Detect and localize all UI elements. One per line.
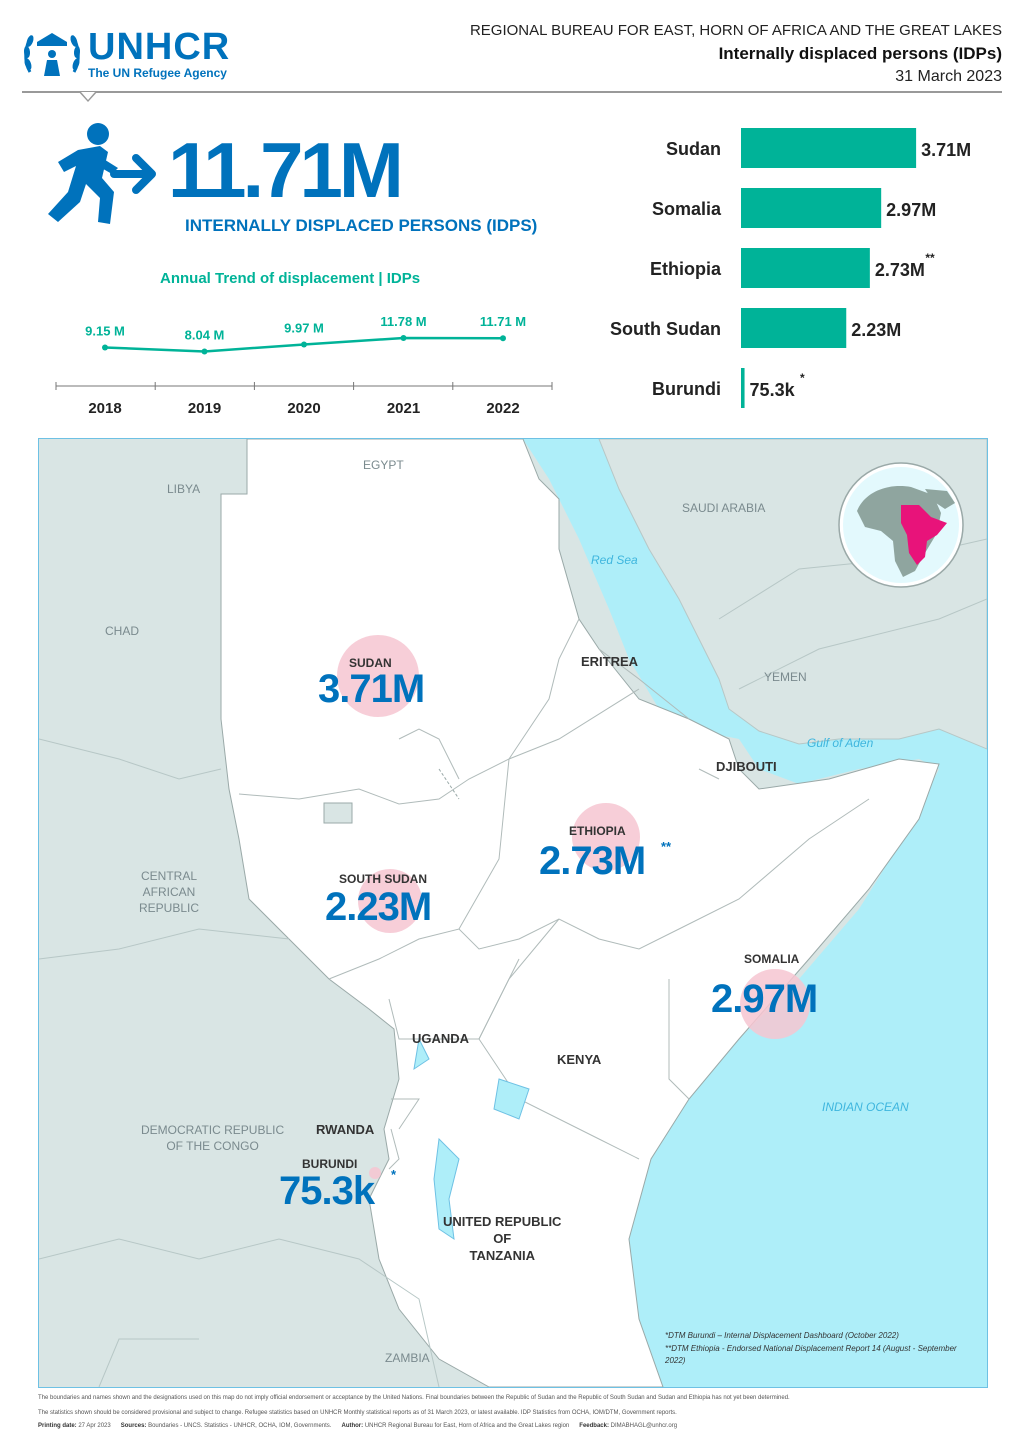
regional-map: LIBYA EGYPT SAUDI ARABIA CHAD YEMEN CENT…: [38, 438, 988, 1388]
bar-burundi: [741, 368, 745, 408]
trend-data-label-2018: 9.15 M: [85, 323, 125, 338]
bar-category-burundi: Burundi: [652, 379, 721, 399]
trend-point-2018: [102, 344, 108, 351]
bar-value-ethiopia: 2.73M: [875, 260, 925, 280]
bar-ethiopia: [741, 248, 870, 288]
author-label: Author:: [341, 1423, 364, 1429]
unhcr-emblem-icon: [23, 33, 81, 76]
label-rwanda: RWANDA: [316, 1122, 375, 1137]
sources: Boundaries - UNCS. Statistics - UNHCR, O…: [148, 1423, 332, 1429]
map-value-somalia: 2.97M: [711, 977, 818, 1021]
footer-credits: Printing date: 27 Apr 2023 Sources: Boun…: [38, 1422, 677, 1430]
label-egypt: EGYPT: [363, 458, 404, 472]
displaced-person-icon: [48, 123, 156, 224]
trend-data-label-2022: 11.71 M: [480, 314, 526, 329]
map-mark-ethiopia: **: [661, 839, 672, 854]
bubble-sudan: [337, 635, 419, 717]
bar-sudan: [741, 128, 917, 168]
map-value-sudan: 3.71M: [318, 667, 425, 711]
org-name: UNHCR: [88, 26, 231, 68]
label-red-sea: Red Sea: [591, 553, 638, 567]
printing-date-label: Printing date:: [38, 1423, 77, 1429]
label-drc: DEMOCRATIC REPUBLIC OF THE CONGO: [141, 1123, 285, 1153]
bubble-south-sudan: [358, 869, 422, 933]
bubble-burundi: [369, 1167, 381, 1179]
trend-x-label-2019: 2019: [188, 400, 221, 417]
statistics-note: The statistics shown should be considere…: [38, 1410, 677, 1416]
map-name-somalia: SOMALIA: [744, 952, 800, 966]
label-eritrea: ERITREA: [581, 654, 639, 669]
org-tagline: The UN Refugee Agency: [88, 66, 227, 80]
trend-point-2022: [500, 335, 506, 342]
report-date: 31 March 2023: [895, 68, 1002, 85]
label-libya: LIBYA: [167, 482, 201, 496]
author: UNHCR Regional Bureau for East, Horn of …: [364, 1423, 570, 1429]
bar-category-sudan: Sudan: [666, 139, 721, 159]
label-car: CENTRAL AFRICAN REPUBLIC: [139, 869, 200, 915]
map-name-burundi: BURUNDI: [302, 1157, 358, 1171]
map-mark-burundi: *: [391, 1167, 397, 1182]
trend-data-label-2020: 9.97 M: [284, 321, 324, 336]
bar-value-burundi: 75.3k: [750, 380, 796, 400]
bureau-name: REGIONAL BUREAU FOR EAST, HORN OF AFRICA…: [469, 22, 1002, 39]
footnote-burundi: *DTM Burundi – Internal Displacement Das…: [665, 1331, 899, 1340]
trend-data-label-2021: 11.78 M: [380, 314, 426, 329]
label-kenya: KENYA: [557, 1052, 602, 1067]
bar-mark-burundi: *: [800, 371, 805, 385]
trend-point-2020: [301, 341, 307, 348]
unhcr-logo: UNHCR The UN Refugee Agency: [22, 28, 230, 80]
trend-x-label-2022: 2022: [486, 400, 519, 417]
label-tanzania: UNITED REPUBLIC OF TANZANIA: [443, 1214, 562, 1263]
label-indian-ocean: INDIAN OCEAN: [822, 1100, 909, 1114]
total-idps-label: INTERNALLY DISPLACED PERSONS (IDPS): [185, 216, 538, 235]
label-yemen: YEMEN: [764, 670, 807, 684]
bar-mark-ethiopia: **: [925, 251, 935, 265]
map-value-burundi: 75.3k: [279, 1169, 375, 1213]
trend-line-chart: 9.15 M 8.04 M 9.97 M 11.78 M 11.71 M 2018 2019…: [55, 314, 553, 417]
footnote-ethiopia: **DTM Ethiopia - Endorsed National Displ…: [665, 1344, 957, 1365]
map-name-sudan: SUDAN: [349, 656, 392, 670]
label-gulf-of-aden: Gulf of Aden: [807, 736, 874, 750]
report-header: REGIONAL BUREAU FOR EAST, HORN OF AFRICA…: [470, 20, 1002, 88]
bubble-somalia: [740, 969, 810, 1039]
map-value-south-sudan: 2.23M: [325, 885, 432, 929]
label-djibouti: DJIBOUTI: [716, 759, 777, 774]
total-idps-value: 11.71M: [168, 126, 404, 214]
trend-x-label-2020: 2020: [287, 400, 320, 417]
map-value-ethiopia: 2.73M: [539, 839, 646, 883]
map-disclaimer: The boundaries and names shown and the d…: [38, 1395, 790, 1401]
trend-x-label-2021: 2021: [387, 400, 420, 417]
locator-globe: [838, 462, 964, 588]
bubble-ethiopia: [572, 803, 640, 871]
header-divider: [22, 91, 1002, 93]
map-name-ethiopia: ETHIOPIA: [569, 824, 626, 838]
label-saudi-arabia: SAUDI ARABIA: [682, 501, 766, 515]
label-chad: CHAD: [105, 624, 140, 638]
trend-x-label-2018: 2018: [88, 400, 121, 417]
printing-date: 27 Apr 2023: [78, 1423, 111, 1429]
bar-category-somalia: Somalia: [652, 199, 722, 219]
bar-value-sudan: 3.71M: [921, 140, 971, 160]
label-zambia: ZAMBIA: [385, 1351, 430, 1365]
feedback-label: Feedback:: [579, 1423, 609, 1429]
bar-value-somalia: 2.97M: [886, 200, 936, 220]
feedback-email[interactable]: DIMABHAGL@unhcr.org: [610, 1423, 678, 1429]
bar-south-sudan: [741, 308, 847, 348]
sources-label: Sources:: [120, 1423, 147, 1429]
map-name-south-sudan: SOUTH SUDAN: [339, 872, 428, 886]
label-uganda: UGANDA: [412, 1031, 470, 1046]
bar-somalia: [741, 188, 882, 228]
report-title: Internally displaced persons (IDPs): [718, 44, 1002, 63]
bar-category-south-sudan: South Sudan: [610, 319, 721, 339]
trend-point-2019: [201, 348, 208, 355]
idps-by-country-bar-chart: Sudan 3.71M Somalia 2.97M Ethiopia 2.73M** Sou…: [610, 128, 971, 408]
trend-data-label-2019: 8.04 M: [185, 327, 225, 342]
trend-point-2021: [400, 334, 407, 341]
bar-value-south-sudan: 2.23M: [851, 320, 901, 340]
bar-category-ethiopia: Ethiopia: [650, 259, 722, 279]
trend-chart-title: Annual Trend of displacement | IDPs: [160, 270, 421, 287]
